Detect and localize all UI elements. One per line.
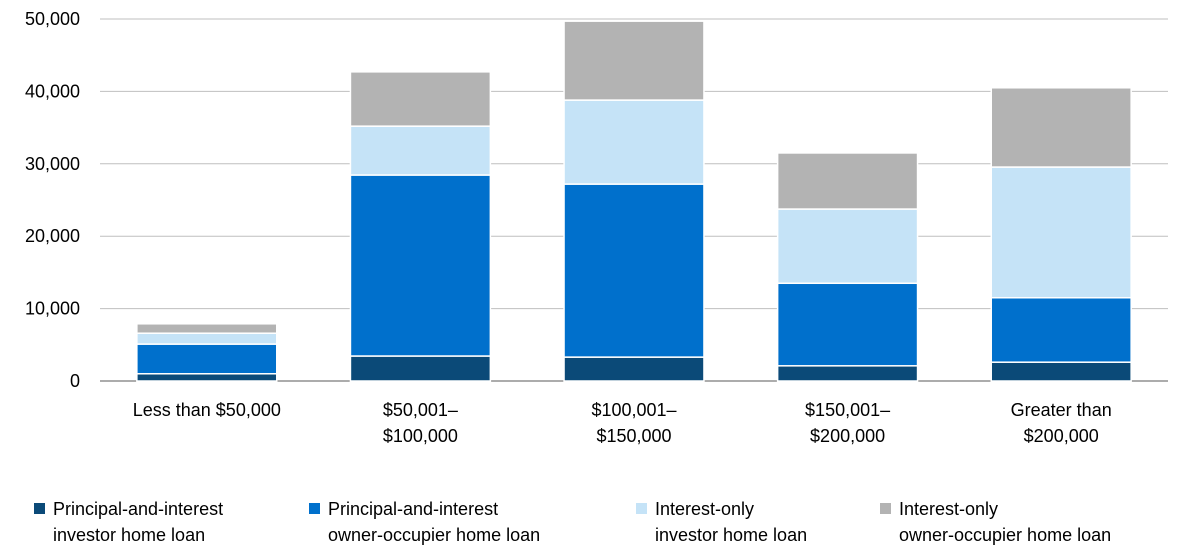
bar-segment bbox=[563, 20, 705, 101]
bar-segment bbox=[136, 373, 278, 382]
y-tick-label: 40,000 bbox=[25, 81, 80, 101]
bar-segment bbox=[349, 355, 492, 382]
legend-swatch bbox=[309, 503, 320, 514]
bar-segment bbox=[990, 361, 1132, 382]
x-tick-label: $150,001– $200,000 bbox=[805, 400, 890, 446]
y-tick-label: 0 bbox=[70, 371, 80, 391]
x-tick-label: $50,001– $100,000 bbox=[383, 400, 458, 446]
x-tick-label: Less than $50,000 bbox=[133, 400, 281, 420]
legend-label: Principal-and-interest owner-occupier hom… bbox=[328, 499, 540, 545]
bar-segment bbox=[990, 296, 1132, 363]
bar-segment bbox=[136, 332, 278, 345]
bar-segment bbox=[990, 87, 1132, 168]
legend-label: Interest-only investor home loan bbox=[655, 499, 807, 545]
legend-swatch bbox=[880, 503, 891, 514]
legend-label: Interest-only owner-occupier home loan bbox=[899, 499, 1111, 545]
x-tick-label: $100,001– $150,000 bbox=[591, 400, 676, 446]
bar-segment bbox=[349, 125, 492, 176]
bar-segment bbox=[776, 208, 919, 285]
bar-segment bbox=[563, 183, 705, 358]
bar-segment bbox=[349, 71, 492, 127]
bar-segment bbox=[349, 174, 492, 357]
bar-segment bbox=[136, 323, 278, 334]
legend-label: Principal-and-interest investor home loan bbox=[53, 499, 223, 545]
bar-segment bbox=[776, 365, 919, 382]
y-tick-label: 20,000 bbox=[25, 226, 80, 246]
bar-segment bbox=[563, 356, 705, 382]
bar-segment bbox=[136, 343, 278, 375]
bar-segment bbox=[990, 166, 1132, 299]
bar-segment bbox=[776, 282, 919, 367]
y-tick-label: 10,000 bbox=[25, 299, 80, 319]
y-tick-label: 30,000 bbox=[25, 154, 80, 174]
x-tick-label: Greater than $200,000 bbox=[1011, 400, 1112, 446]
legend-swatch bbox=[34, 503, 45, 514]
bar-segment bbox=[563, 99, 705, 185]
y-tick-label: 50,000 bbox=[25, 9, 80, 29]
legend-swatch bbox=[636, 503, 647, 514]
bar-segment bbox=[776, 152, 919, 210]
